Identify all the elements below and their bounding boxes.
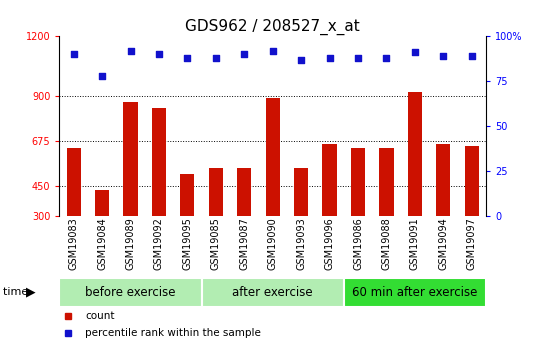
Text: GSM19083: GSM19083: [69, 217, 79, 270]
Bar: [59, 278, 201, 307]
Bar: [201, 278, 344, 307]
Bar: [380, 148, 394, 216]
Bar: [66, 148, 81, 216]
Text: 60 min after exercise: 60 min after exercise: [352, 286, 477, 299]
Bar: [124, 102, 138, 216]
Text: GSM19092: GSM19092: [154, 217, 164, 270]
Point: [126, 48, 135, 53]
Point: [410, 50, 419, 55]
Text: GSM19093: GSM19093: [296, 217, 306, 270]
Bar: [436, 144, 450, 216]
Point: [439, 53, 448, 59]
Point: [468, 53, 476, 59]
Bar: [408, 92, 422, 216]
Point: [98, 73, 106, 78]
Text: time: time: [3, 287, 31, 297]
Text: before exercise: before exercise: [85, 286, 176, 299]
Text: GSM19089: GSM19089: [125, 217, 136, 270]
Point: [212, 55, 220, 60]
Text: GSM19091: GSM19091: [410, 217, 420, 270]
Point: [183, 55, 192, 60]
Text: GSM19095: GSM19095: [183, 217, 192, 270]
Point: [69, 51, 78, 57]
Text: after exercise: after exercise: [232, 286, 313, 299]
Point: [354, 55, 362, 60]
Text: GSM19090: GSM19090: [268, 217, 278, 270]
Text: GSM19086: GSM19086: [353, 217, 363, 270]
Bar: [95, 190, 109, 216]
Text: count: count: [85, 311, 114, 321]
Bar: [266, 98, 280, 216]
Text: percentile rank within the sample: percentile rank within the sample: [85, 328, 261, 338]
Text: GSM19094: GSM19094: [438, 217, 448, 270]
Text: GSM19088: GSM19088: [381, 217, 391, 270]
Bar: [152, 108, 166, 216]
Bar: [464, 146, 479, 216]
Text: GSM19087: GSM19087: [239, 217, 249, 270]
Bar: [208, 168, 223, 216]
Point: [240, 51, 248, 57]
Text: GSM19084: GSM19084: [97, 217, 107, 270]
Bar: [294, 168, 308, 216]
Bar: [344, 278, 486, 307]
Point: [382, 55, 391, 60]
Point: [154, 51, 163, 57]
Point: [268, 48, 277, 53]
Bar: [351, 148, 365, 216]
Bar: [322, 144, 337, 216]
Text: GSM19085: GSM19085: [211, 217, 221, 270]
Text: ▶: ▶: [26, 286, 36, 299]
Text: GSM19096: GSM19096: [325, 217, 335, 270]
Bar: [180, 174, 194, 216]
Title: GDS962 / 208527_x_at: GDS962 / 208527_x_at: [185, 19, 360, 35]
Point: [297, 57, 306, 62]
Bar: [237, 168, 252, 216]
Text: GSM19097: GSM19097: [467, 217, 477, 270]
Point: [325, 55, 334, 60]
